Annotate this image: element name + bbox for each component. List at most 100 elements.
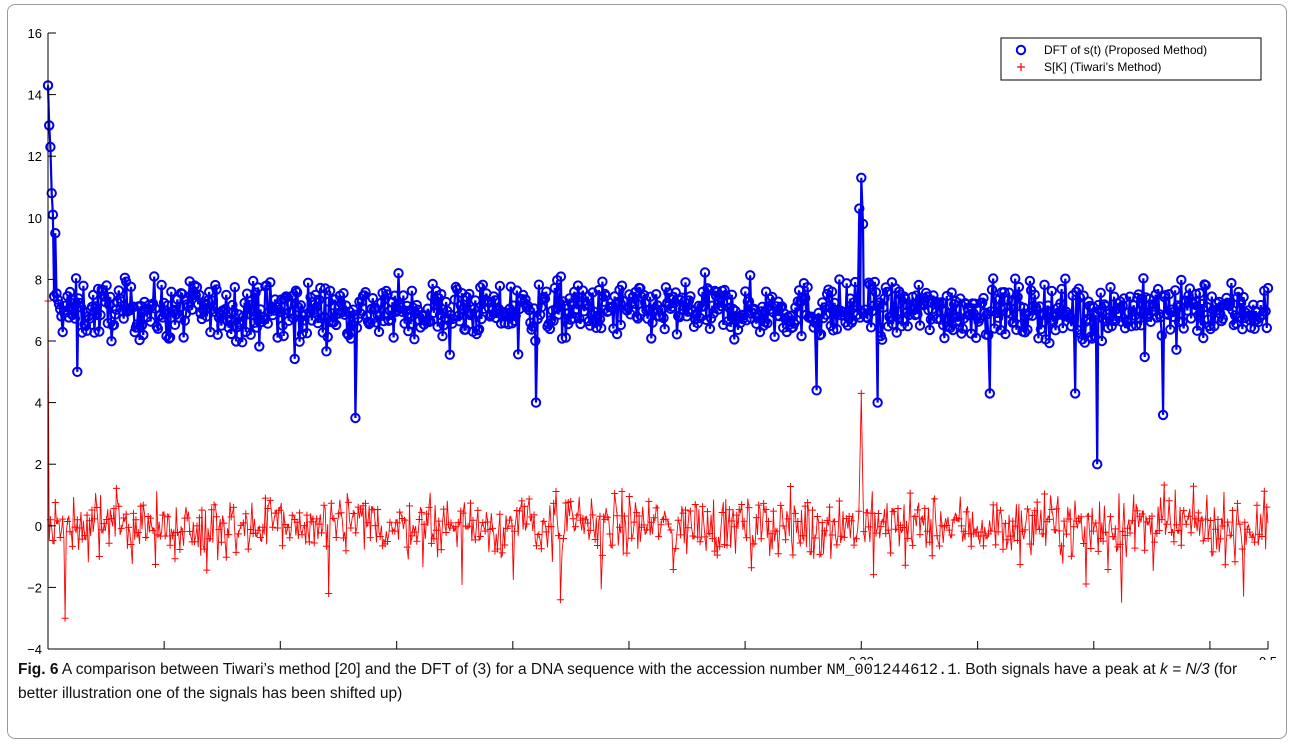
red-data-point [264, 504, 272, 512]
red-data-point [1192, 515, 1200, 523]
blue-data-point [425, 315, 436, 327]
blue-data-point [475, 282, 486, 293]
blue-data-point [1005, 308, 1016, 319]
y-tick-label: 0 [35, 519, 42, 534]
blue-data-point [1217, 313, 1229, 324]
red-data-point [344, 498, 352, 506]
blue-data-point [69, 313, 81, 324]
blue-data-point [1039, 279, 1050, 290]
red-data-point [242, 510, 250, 518]
red-data-point [628, 534, 636, 542]
red-data-point [401, 516, 409, 524]
red-data-point [1116, 540, 1124, 548]
red-data-point [100, 520, 108, 528]
blue-data-point [988, 273, 999, 284]
blue-data-point [92, 283, 104, 295]
red-data-point [1016, 561, 1024, 569]
blue-data-point [527, 321, 538, 332]
series-dft-proposed [42, 80, 1274, 470]
red-data-point [845, 512, 853, 520]
blue-data-point [196, 313, 208, 325]
blue-data-point [156, 279, 167, 291]
red-data-point [362, 499, 370, 507]
red-data-point [425, 503, 433, 511]
blue-data-point [811, 385, 822, 396]
blue-data-point [720, 290, 731, 301]
blue-data-point [88, 289, 99, 301]
red-data-point [76, 524, 84, 532]
red-data-point [112, 484, 120, 492]
red-data-point [572, 523, 580, 531]
blue-data-point [116, 296, 127, 307]
blue-data-point [1100, 301, 1111, 312]
series-tiwari [44, 297, 1271, 622]
red-data-point [1119, 527, 1127, 535]
red-data-point [750, 540, 758, 548]
blue-data-point [94, 326, 105, 337]
blue-data-point [454, 316, 465, 327]
blue-data-point [243, 309, 254, 320]
red-data-point [105, 539, 113, 547]
blue-data-point [155, 309, 166, 321]
red-data-point [962, 508, 970, 516]
blue-data-point [1095, 287, 1106, 298]
blue-data-point [946, 287, 957, 298]
red-data-point [227, 513, 235, 521]
red-data-point [1155, 527, 1163, 535]
blue-data-point [880, 282, 891, 293]
red-data-point [1216, 535, 1224, 543]
blue-data-point [587, 287, 598, 298]
blue-data-point [1089, 331, 1100, 342]
red-data-point [669, 566, 677, 574]
red-data-point [278, 542, 286, 550]
red-data-point [254, 526, 262, 534]
red-data-point [195, 514, 203, 522]
blue-data-point [131, 319, 143, 330]
red-data-point [501, 541, 509, 549]
blue-data-point [555, 271, 567, 282]
blue-data-point [1178, 323, 1189, 334]
blue-data-point [560, 332, 571, 343]
blue-data-point [51, 288, 62, 299]
red-data-point [98, 526, 106, 534]
red-data-point [1177, 541, 1185, 549]
red-data-point [623, 549, 631, 557]
red-data-point [955, 515, 963, 523]
blue-data-point [437, 330, 448, 342]
red-data-point [432, 526, 440, 534]
blue-data-point [680, 277, 691, 288]
blue-data-point [373, 326, 385, 337]
red-data-point [313, 515, 321, 523]
red-data-point [611, 490, 619, 498]
blue-data-point [922, 291, 933, 302]
blue-data-point [323, 296, 335, 307]
blue-data-point [95, 309, 106, 321]
blue-data-point [570, 292, 581, 303]
red-data-point [403, 543, 411, 551]
red-data-point [1082, 580, 1090, 588]
blue-data-point [869, 276, 880, 288]
red-data-point [423, 510, 431, 518]
blue-data-point [1177, 316, 1188, 327]
red-data-point [743, 534, 751, 542]
red-data-point [745, 504, 753, 512]
red-data-point [310, 539, 318, 547]
blue-data-point [324, 285, 336, 296]
red-data-point [1038, 530, 1046, 538]
red-data-point [1036, 525, 1044, 533]
red-data-point [1001, 519, 1009, 527]
blue-data-point [658, 312, 669, 324]
red-data-point [366, 534, 374, 542]
blue-data-point [229, 282, 241, 293]
red-data-point [110, 505, 118, 513]
red-data-point [794, 517, 802, 525]
blue-data-point [1110, 315, 1121, 327]
blue-data-point [727, 303, 739, 315]
red-data-point [1163, 520, 1171, 528]
red-data-point [899, 523, 907, 531]
blue-data-point [1139, 351, 1150, 363]
red-data-point [901, 561, 909, 569]
blue-data-point [367, 293, 378, 304]
blue-data-point [1029, 289, 1040, 300]
blue-data-point [1010, 273, 1021, 284]
